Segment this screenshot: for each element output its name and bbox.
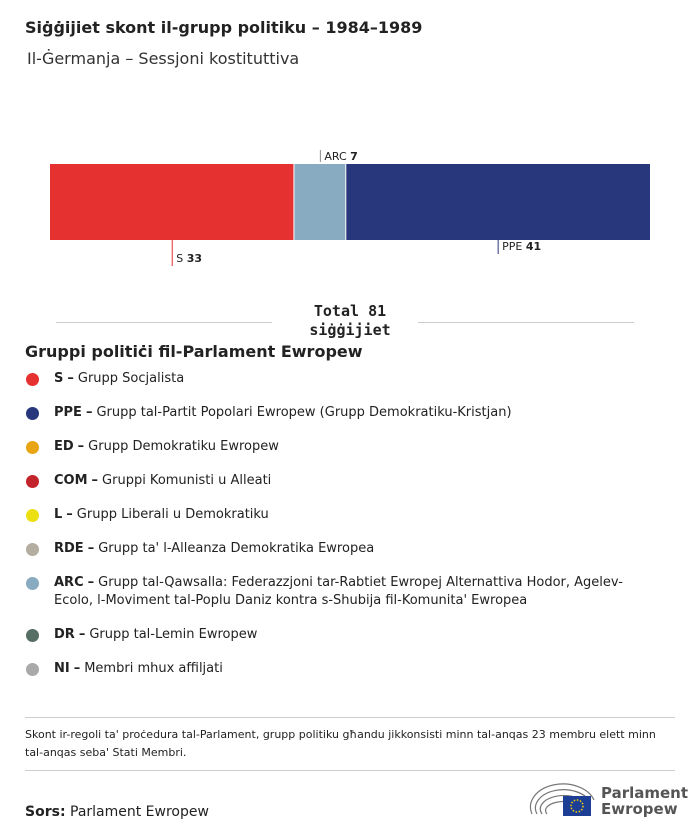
legend-name: Grupp tal-Lemin Ewropew [89, 627, 258, 642]
legend-text: L – Grupp Liberali u Demokratiku [54, 506, 269, 524]
legend-text: ED – Grupp Demokratiku Ewropew [54, 438, 279, 456]
legend-text: RDE – Grupp ta' l-Alleanza Demokratika Ewr… [54, 540, 374, 558]
legend-item: COM – Gruppi Komunisti u Alleati [25, 472, 660, 490]
legend-separator: – [87, 541, 95, 556]
chart-title: Siġġijiet skont il-grupp politiku – 1984… [25, 18, 423, 37]
total-value: 81 [368, 302, 387, 320]
legend-name: Membri mhux affiljati [84, 661, 223, 676]
legend-text: NI – Membri mhux affiljati [54, 660, 223, 678]
legend-item: NI – Membri mhux affiljati [25, 660, 660, 678]
value-label: PPE 41 [502, 240, 541, 253]
legend-separator: – [77, 439, 85, 454]
legend-name: Grupp Demokratiku Ewropew [88, 439, 279, 454]
legend-code: RDE [54, 541, 84, 556]
divider [418, 322, 634, 323]
bar-segment [346, 164, 650, 240]
legend-swatch [26, 373, 39, 386]
legend-separator: – [66, 507, 73, 522]
chart: S 33 ARC 7 PPE 41 [50, 150, 650, 266]
legend-separator: – [67, 371, 74, 386]
legend-item: S – Grupp Socjalista [25, 370, 660, 388]
legend: S – Grupp Socjalista PPE – Grupp tal-Partit P… [25, 370, 660, 694]
legend-swatch [26, 509, 39, 522]
legend-separator: – [73, 661, 81, 676]
legend-code: DR [54, 627, 75, 642]
legend-swatch [26, 629, 39, 642]
legend-text: COM – Gruppi Komunisti u Alleati [54, 472, 271, 490]
legend-item: PPE – Grupp tal-Partit Popolari Ewropew (G… [25, 404, 660, 422]
divider [25, 717, 675, 718]
legend-item: RDE – Grupp ta' l-Alleanza Demokratika Ewr… [25, 540, 660, 558]
series-name: S [176, 252, 183, 265]
legend-code: COM [54, 473, 88, 488]
legend-item: DR – Grupp tal-Lemin Ewropew [25, 626, 660, 644]
legend-swatch [26, 441, 39, 454]
legend-code: ARC [54, 575, 84, 590]
legend-code: PPE [54, 405, 82, 420]
legend-swatch [26, 475, 39, 488]
logo-line: Parlament [601, 784, 689, 802]
divider [25, 770, 675, 771]
legend-item: ED – Grupp Demokratiku Ewropew [25, 438, 660, 456]
source-label: Sors: [25, 804, 66, 820]
legend-code: NI [54, 661, 70, 676]
legend-code: S [54, 371, 64, 386]
note: Skont ir-regoli ta' proċedura tal-Parlam… [25, 728, 656, 759]
legend-separator: – [78, 627, 86, 642]
legend-text: ARC – Grupp tal-Qawsalla: Federazzjoni tar… [54, 574, 660, 610]
legend-name: Grupp Liberali u Demokratiku [76, 507, 269, 522]
legend-swatch [26, 407, 39, 420]
bar-segment [50, 164, 294, 240]
chart-subtitle: Il-Ġermanja – Sessjoni kostituttiva [27, 49, 300, 68]
value-label: ARC 7 [324, 150, 357, 163]
bar-segment [294, 164, 346, 240]
legend-code: ED [54, 439, 74, 454]
legend-separator: – [91, 473, 99, 488]
total-label: Total [313, 302, 360, 320]
divider [56, 322, 272, 323]
legend-text: PPE – Grupp tal-Partit Popolari Ewropew (G… [54, 404, 512, 422]
series-name: ARC [324, 150, 347, 163]
legend-item: L – Grupp Liberali u Demokratiku [25, 506, 660, 524]
legend-name: Grupp ta' l-Alleanza Demokratika Ewropea [98, 541, 375, 556]
logo-line: Ewropew [601, 800, 678, 818]
legend-name: Grupp Socjalista [77, 371, 185, 386]
legend-swatch [26, 663, 39, 676]
total-unit: siġġijiet [309, 321, 391, 339]
legend-text: DR – Grupp tal-Lemin Ewropew [54, 626, 257, 644]
logo-text: Parlament Ewropew [601, 785, 688, 817]
source-text: Parlament Ewropew [70, 804, 209, 820]
value: 33 [187, 252, 202, 265]
legend-text: S – Grupp Socjalista [54, 370, 184, 388]
value: 41 [526, 240, 541, 253]
series-name: PPE [502, 240, 522, 253]
legend-swatch [26, 543, 39, 556]
legend-code: L [54, 507, 63, 522]
total: Total 81 siġġijiet [290, 302, 410, 340]
legend-separator: – [87, 575, 95, 590]
legend-name: Grupp tal-Qawsalla: Federazzjoni tar-Rab… [54, 575, 623, 608]
value-label: S 33 [176, 252, 202, 265]
source: Sors: Parlament Ewropew [25, 804, 209, 820]
logo-mark [529, 783, 595, 816]
legend-item: ARC – Grupp tal-Qawsalla: Federazzjoni tar… [25, 574, 660, 610]
legend-separator: – [85, 405, 93, 420]
legend-swatch [26, 577, 39, 590]
legend-name: Grupp tal-Partit Popolari Ewropew (Grupp… [96, 405, 512, 420]
legend-title: Gruppi politiċi fil-Parlament Ewropew [25, 342, 363, 361]
legend-name: Gruppi Komunisti u Alleati [102, 473, 272, 488]
value: 7 [350, 150, 358, 163]
